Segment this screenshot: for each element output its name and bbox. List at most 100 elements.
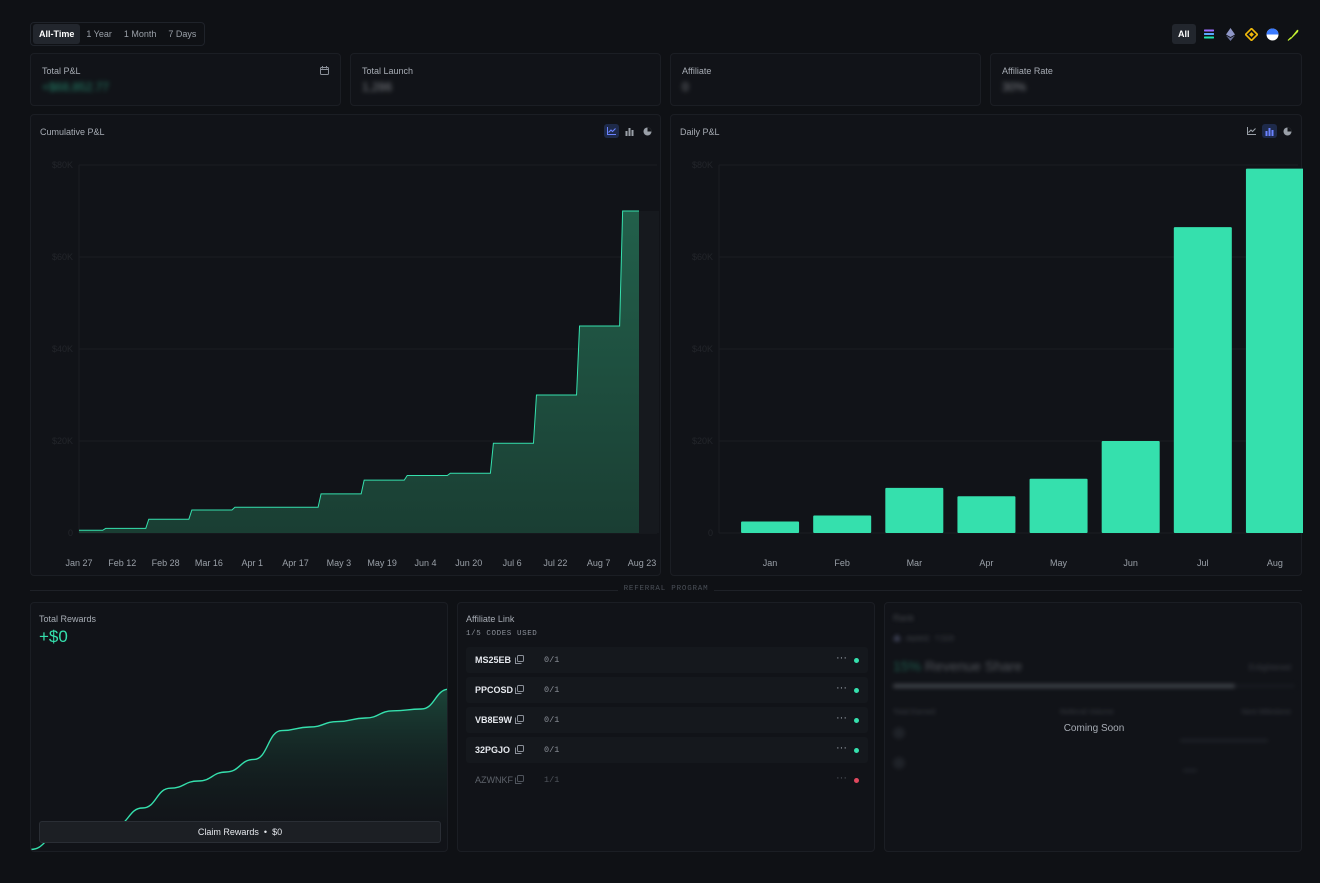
chart-title: Cumulative P&L — [40, 127, 105, 137]
divider-line — [714, 590, 1302, 591]
x-tick-label: Jun 4 — [414, 558, 436, 568]
bar-jul[interactable] — [1173, 227, 1232, 533]
base-icon[interactable] — [1265, 27, 1280, 42]
status-dot — [854, 688, 859, 693]
y-tick-label: 0 — [708, 528, 713, 538]
y-tick-label: $60K — [692, 252, 713, 262]
claim-amount: $0 — [272, 827, 283, 837]
bar-may[interactable] — [1029, 478, 1088, 533]
bnb-icon[interactable] — [1244, 27, 1259, 42]
bar-apr[interactable] — [957, 496, 1016, 533]
rewards-title: Total Rewards — [39, 614, 97, 624]
solana-icon[interactable] — [1202, 27, 1217, 42]
chain-selector: All — [1172, 24, 1301, 44]
x-tick-label: Mar — [907, 558, 923, 568]
range-all-time[interactable]: All-Time — [33, 24, 81, 44]
x-tick-label: Jan 27 — [65, 558, 92, 568]
affiliate-code-row[interactable]: PPCOSD 0/1 ··· — [466, 677, 868, 703]
bar-aug[interactable] — [1245, 168, 1303, 533]
more-options-icon[interactable]: ··· — [836, 712, 847, 724]
bar-chart-icon[interactable] — [622, 124, 637, 138]
stat-title: Total P&L — [42, 66, 81, 76]
rank-progress — [893, 684, 1295, 688]
affiliate-code-row[interactable]: AZWNKF 1/1 ··· — [466, 767, 868, 793]
bar-jun[interactable] — [1101, 441, 1160, 533]
range-1-year[interactable]: 1 Year — [86, 29, 112, 39]
cumulative-line — [79, 210, 639, 531]
line-chart-icon[interactable] — [1244, 124, 1259, 138]
x-tick-label: Jun 20 — [455, 558, 482, 568]
rank-card: Rank AWAKE TIER 15% Revenue Share Enligh… — [884, 602, 1302, 852]
x-tick-label: Apr 17 — [282, 558, 309, 568]
bar-mar[interactable] — [885, 487, 944, 533]
copy-icon[interactable] — [515, 775, 525, 784]
rewards-chart — [31, 688, 447, 851]
x-tick-label: Feb 12 — [108, 558, 136, 568]
y-tick-label: $80K — [692, 160, 713, 170]
stat-value: 1,286 — [362, 80, 393, 94]
code-uses: 0/1 — [544, 655, 560, 665]
bar-feb[interactable] — [813, 515, 872, 533]
stat-card-total-pnl: Total P&L +$68,852.77 — [30, 53, 341, 106]
ethereum-icon[interactable] — [1223, 27, 1238, 42]
stat-card-affiliate-rate: Affiliate Rate 30% — [990, 53, 1302, 106]
total-rewards-card: Total Rewards +$0 Claim Rewards • $0 — [30, 602, 448, 852]
rank-col-1: Total Earned — [893, 707, 936, 716]
x-tick-label: Apr 1 — [241, 558, 263, 568]
more-options-icon[interactable]: ··· — [836, 742, 847, 754]
status-dot — [854, 718, 859, 723]
claim-label: Claim Rewards — [197, 827, 259, 837]
chart-type-toggle — [604, 124, 655, 138]
revenue-share: 15% Revenue Share — [893, 658, 1022, 674]
x-tick-label: Jul 22 — [543, 558, 567, 568]
y-tick-label: $80K — [52, 160, 73, 170]
range-1-month[interactable]: 1 Month — [123, 29, 157, 39]
bar-jan[interactable] — [741, 521, 800, 534]
affiliate-code-row[interactable]: 32PGJO 0/1 ··· — [466, 737, 868, 763]
affiliate-code-row[interactable]: VB8E9W 0/1 ··· — [466, 707, 868, 733]
affiliate-title: Affiliate Link — [466, 614, 515, 624]
stat-value: 30% — [1002, 80, 1027, 94]
x-tick-label: Aug 23 — [628, 558, 657, 568]
y-tick-label: $40K — [692, 344, 713, 354]
x-tick-label: Feb 28 — [152, 558, 180, 568]
y-tick-label: 0 — [68, 528, 73, 538]
copy-icon[interactable] — [515, 655, 525, 664]
section-divider-label: REFERRAL PROGRAM — [623, 585, 709, 593]
x-tick-label: Apr — [979, 558, 993, 568]
more-options-icon[interactable]: ··· — [836, 682, 847, 694]
copy-icon[interactable] — [515, 745, 525, 754]
affiliate-code: AZWNKF — [475, 775, 513, 785]
cumulative-pnl-chart: 0 $20K $40K $60K $80K Jan 27 Feb 12 Feb 28 Mar … — [52, 160, 659, 568]
status-dot — [854, 778, 859, 783]
ethereum-icon — [893, 634, 901, 642]
calendar-icon[interactable] — [320, 66, 329, 75]
more-options-icon[interactable]: ··· — [836, 652, 847, 664]
share-pct: 15% — [893, 658, 922, 674]
affiliate-code: MS25EB — [475, 655, 512, 665]
x-tick-label: Jul — [1197, 558, 1209, 568]
placeholder-bar — [1180, 739, 1268, 742]
rank-col-3: Next Milestone — [1241, 707, 1291, 716]
x-tick-label: Mar 16 — [195, 558, 223, 568]
y-tick-label: $60K — [52, 252, 73, 262]
copy-icon[interactable] — [515, 715, 525, 724]
chain-all-button[interactable]: All — [1172, 24, 1196, 44]
code-uses: 1/1 — [544, 775, 560, 785]
copy-icon[interactable] — [515, 685, 525, 694]
tier-label: AWAKE TIER — [906, 635, 955, 644]
daily-pnl-card: Daily P&L 0 $20K $40K $60K $80K Jan Feb Mar Apr… — [670, 114, 1303, 576]
line-chart-icon[interactable] — [604, 124, 619, 138]
quill-icon[interactable] — [1286, 27, 1301, 42]
affiliate-code-row[interactable]: MS25EB 0/1 ··· — [466, 647, 868, 673]
cumulative-pnl-card: Cumulative P&L 0 $20K $40K $60K $80K Jan 27 F… — [30, 114, 661, 576]
more-options-icon[interactable]: ··· — [836, 772, 847, 784]
pie-chart-icon[interactable] — [1280, 124, 1295, 138]
claim-rewards-button[interactable]: Claim Rewards • $0 — [39, 821, 441, 843]
bar-chart-icon[interactable] — [1262, 124, 1277, 138]
rank-progress-fill — [893, 684, 1235, 688]
pie-chart-icon[interactable] — [640, 124, 655, 138]
range-7-days[interactable]: 7 Days — [168, 29, 197, 39]
time-range-selector: All-Time 1 Year 1 Month 7 Days — [30, 22, 206, 46]
avatar — [893, 757, 905, 769]
